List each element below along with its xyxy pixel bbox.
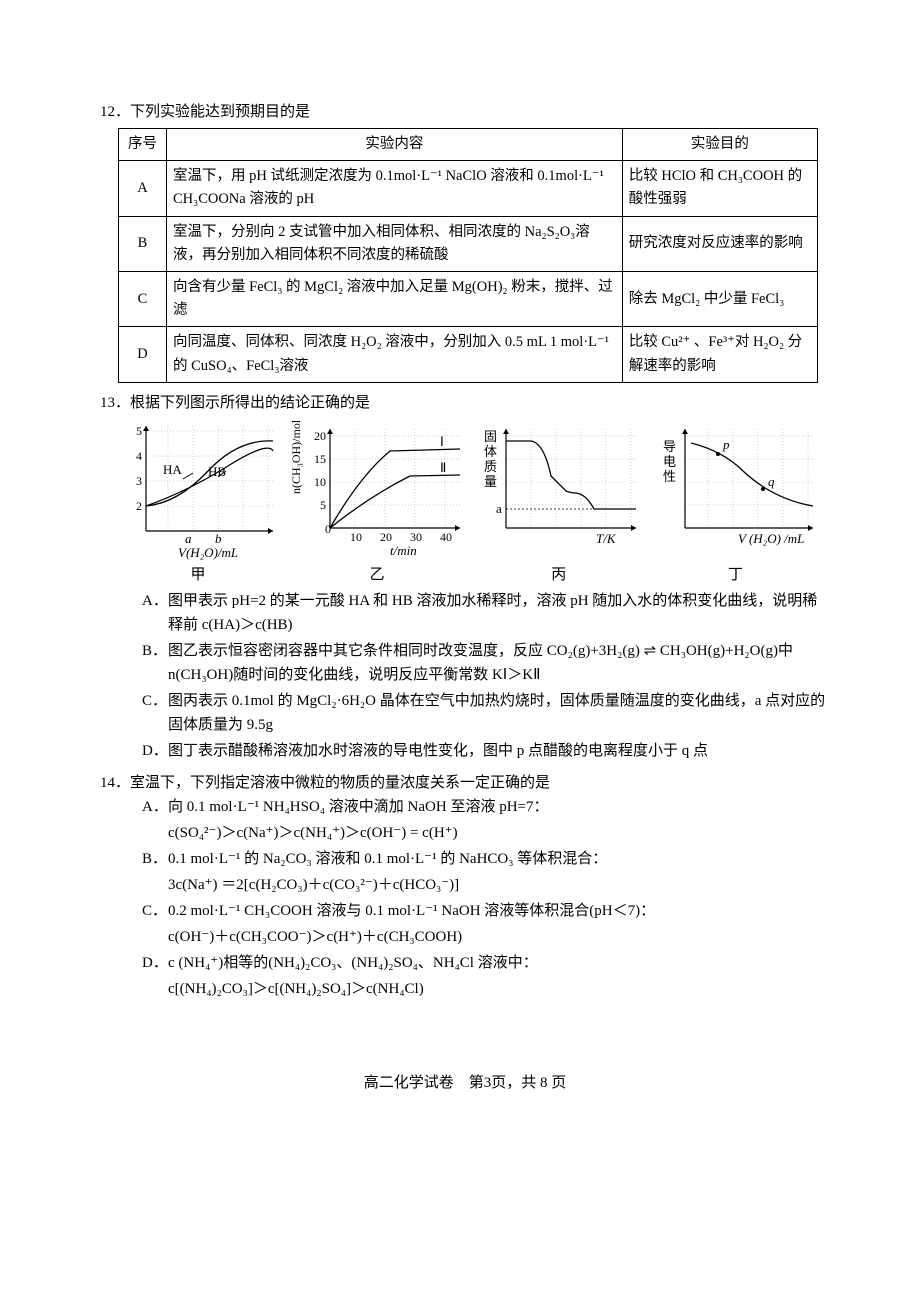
q14-c-l: C． xyxy=(142,899,168,923)
ding-p: p xyxy=(722,437,730,452)
q12-r0-c1: 室温下，用 pH 试纸测定浓度为 0.1mol·L⁻¹ NaClO 溶液和 0.… xyxy=(167,161,623,216)
q14-number: 14． xyxy=(100,771,130,795)
bing-label: 丙 xyxy=(476,563,641,587)
q13-charts: 5 4 3 2 HA HB a b V(H₂O)/mL 甲 xyxy=(118,421,818,587)
bing-yl3: 质 xyxy=(484,459,497,474)
yi-label: 乙 xyxy=(290,563,465,587)
q12-r2-c0: C xyxy=(119,271,167,326)
q12-table: 序号 实验内容 实验目的 A 室温下，用 pH 试纸测定浓度为 0.1mol·L… xyxy=(118,128,818,383)
q13-opt-a-l: A． xyxy=(142,589,168,637)
q12-r2-c1: 向含有少量 FeCl₃ 的 MgCl₂ 溶液中加入足量 Mg(OH)₂ 粉末，搅… xyxy=(167,271,623,326)
yi-x10: 10 xyxy=(350,530,362,544)
yi-x20: 20 xyxy=(380,530,392,544)
q14-d-l: D． xyxy=(142,951,168,975)
chart-ding-wrap: 导 电 性 p q V (H₂O) /mL 丁 xyxy=(653,421,818,587)
q12-number: 12． xyxy=(100,100,130,124)
chart-ding: 导 电 性 p q V (H₂O) /mL xyxy=(653,421,818,561)
bing-yl4: 量 xyxy=(484,474,497,489)
q12-r3-c0: D xyxy=(119,327,167,382)
q14-c2: c(OH⁻)＋c(CH₃COO⁻)＞c(H⁺)＋c(CH₃COOH) xyxy=(168,925,830,949)
bing-yl2: 体 xyxy=(484,444,497,459)
jia-hb: HB xyxy=(208,464,226,479)
q14-d2: c[(NH₄)₂CO₃]＞c[(NH₄)₂SO₄]＞c(NH₄Cl) xyxy=(168,977,830,1001)
yi-y20: 20 xyxy=(314,429,326,443)
jia-label: 甲 xyxy=(118,563,278,587)
q12-r3-c1: 向同温度、同体积、同浓度 H₂O₂ 溶液中，分别加入 0.5 mL 1 mol·… xyxy=(167,327,623,382)
q13-opt-c-l: C． xyxy=(142,689,168,737)
yi-y10: 10 xyxy=(314,475,326,489)
yi-ylabel: n(CH₃OH)/mol xyxy=(290,421,303,494)
q13-stem: 根据下列图示所得出的结论正确的是 xyxy=(130,391,830,415)
ding-q: q xyxy=(768,474,775,489)
yi-x30: 30 xyxy=(410,530,422,544)
q13-opt-d-l: D． xyxy=(142,739,168,763)
bing-xlabel: T/K xyxy=(596,531,617,546)
jia-xb: b xyxy=(215,531,222,546)
q12-r1-c1: 室温下，分别向 2 支试管中加入相同体积、相同浓度的 Na₂S₂O₃溶液，再分别… xyxy=(167,216,623,271)
jia-y2: 2 xyxy=(136,499,142,513)
svg-text:0: 0 xyxy=(325,522,331,536)
question-14: 14． 室温下，下列指定溶液中微粒的物质的量浓度关系一定正确的是 A．向 0.1… xyxy=(100,771,830,1001)
question-12: 12． 下列实验能达到预期目的是 序号 实验内容 实验目的 A 室温下，用 pH… xyxy=(100,100,830,383)
q12-r1-c2: 研究浓度对反应速率的影响 xyxy=(622,216,817,271)
ding-yl3: 性 xyxy=(663,469,676,484)
yi-y5: 5 xyxy=(320,498,326,512)
jia-xlabel: V(H₂O)/mL xyxy=(178,545,238,560)
yi-y15: 15 xyxy=(314,452,326,466)
q14-a1: 向 0.1 mol·L⁻¹ NH₄HSO₄ 溶液中滴加 NaOH 至溶液 pH=… xyxy=(168,795,830,819)
q12-r3-c2: 比较 Cu²⁺ 、Fe³⁺对 H₂O₂ 分解速率的影响 xyxy=(622,327,817,382)
yi-II: Ⅱ xyxy=(440,460,446,475)
q14-a-l: A． xyxy=(142,795,168,819)
chart-bing: 固 体 质 量 a T/K xyxy=(476,421,641,561)
q14-stem: 室温下，下列指定溶液中微粒的物质的量浓度关系一定正确的是 xyxy=(130,771,830,795)
q14-d1: c (NH₄⁺)相等的(NH₄)₂CO₃、(NH₄)₂SO₄、NH₄Cl 溶液中… xyxy=(168,951,830,975)
q12-th-0: 序号 xyxy=(119,129,167,161)
yi-xlabel: t/min xyxy=(390,543,417,558)
chart-bing-wrap: 固 体 质 量 a T/K 丙 xyxy=(476,421,641,587)
q12-th-1: 实验内容 xyxy=(167,129,623,161)
yi-I: Ⅰ xyxy=(440,434,444,449)
q12-r0-c0: A xyxy=(119,161,167,216)
bing-a: a xyxy=(496,501,502,516)
chart-jia-wrap: 5 4 3 2 HA HB a b V(H₂O)/mL 甲 xyxy=(118,421,278,587)
q14-b1: 0.1 mol·L⁻¹ 的 Na₂CO₃ 溶液和 0.1 mol·L⁻¹ 的 N… xyxy=(168,847,830,871)
ding-xlabel: V (H₂O) /mL xyxy=(738,531,804,546)
q14-b2: 3c(Na⁺) ＝2[c(H₂CO₃)＋c(CO₃²⁻)＋c(HCO₃⁻)] xyxy=(168,873,830,897)
q13-opt-a: 图甲表示 pH=2 的某一元酸 HA 和 HB 溶液加水稀释时，溶液 pH 随加… xyxy=(168,589,830,637)
ding-label: 丁 xyxy=(653,563,818,587)
q13-number: 13． xyxy=(100,391,130,415)
jia-y3: 3 xyxy=(136,474,142,488)
chart-yi-wrap: n(CH₃OH)/mol 20 15 10 5 0 Ⅰ Ⅱ 10 20 30 4… xyxy=(290,421,465,587)
q12-stem: 下列实验能达到预期目的是 xyxy=(130,100,830,124)
q12-r0-c2: 比较 HClO 和 CH₃COOH 的酸性强弱 xyxy=(622,161,817,216)
q14-b-l: B． xyxy=(142,847,168,871)
q13-opt-b: 图乙表示恒容密闭容器中其它条件相同时改变温度，反应 CO₂(g)+3H₂(g) … xyxy=(168,639,830,687)
bing-yl1: 固 xyxy=(484,429,497,444)
q14-c1: 0.2 mol·L⁻¹ CH₃COOH 溶液与 0.1 mol·L⁻¹ NaOH… xyxy=(168,899,830,923)
yi-x40: 40 xyxy=(440,530,452,544)
q12-th-2: 实验目的 xyxy=(622,129,817,161)
q12-r1-c0: B xyxy=(119,216,167,271)
page-footer: 高二化学试卷 第3页，共 8 页 xyxy=(100,1071,830,1095)
q13-opt-b-l: B． xyxy=(142,639,168,687)
q13-opt-c: 图丙表示 0.1mol 的 MgCl₂·6H₂O 晶体在空气中加热灼烧时，固体质… xyxy=(168,689,830,737)
q14-a2: c(SO₄²⁻)＞c(Na⁺)＞c(NH₄⁺)＞c(OH⁻) = c(H⁺) xyxy=(168,821,830,845)
q12-r2-c2: 除去 MgCl₂ 中少量 FeCl₃ xyxy=(622,271,817,326)
question-13: 13． 根据下列图示所得出的结论正确的是 5 4 3 2 xyxy=(100,391,830,763)
ding-yl1: 导 xyxy=(663,439,676,454)
jia-ha: HA xyxy=(163,462,182,477)
jia-xa: a xyxy=(185,531,192,546)
chart-jia: 5 4 3 2 HA HB a b V(H₂O)/mL xyxy=(118,421,278,561)
q13-opt-d: 图丁表示醋酸稀溶液加水时溶液的导电性变化，图中 p 点醋酸的电离程度小于 q 点 xyxy=(168,739,830,763)
chart-yi: n(CH₃OH)/mol 20 15 10 5 0 Ⅰ Ⅱ 10 20 30 4… xyxy=(290,421,465,561)
ding-yl2: 电 xyxy=(663,454,676,469)
jia-y5: 5 xyxy=(136,424,142,438)
jia-y4: 4 xyxy=(136,449,142,463)
